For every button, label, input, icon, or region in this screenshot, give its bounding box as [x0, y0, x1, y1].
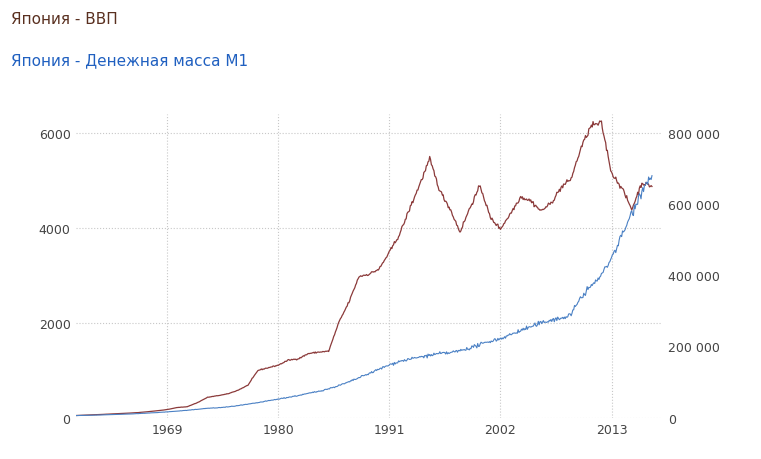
Text: Япония - ВВП: Япония - ВВП: [11, 11, 118, 27]
Text: Япония - Денежная масса М1: Япония - Денежная масса М1: [11, 53, 249, 68]
